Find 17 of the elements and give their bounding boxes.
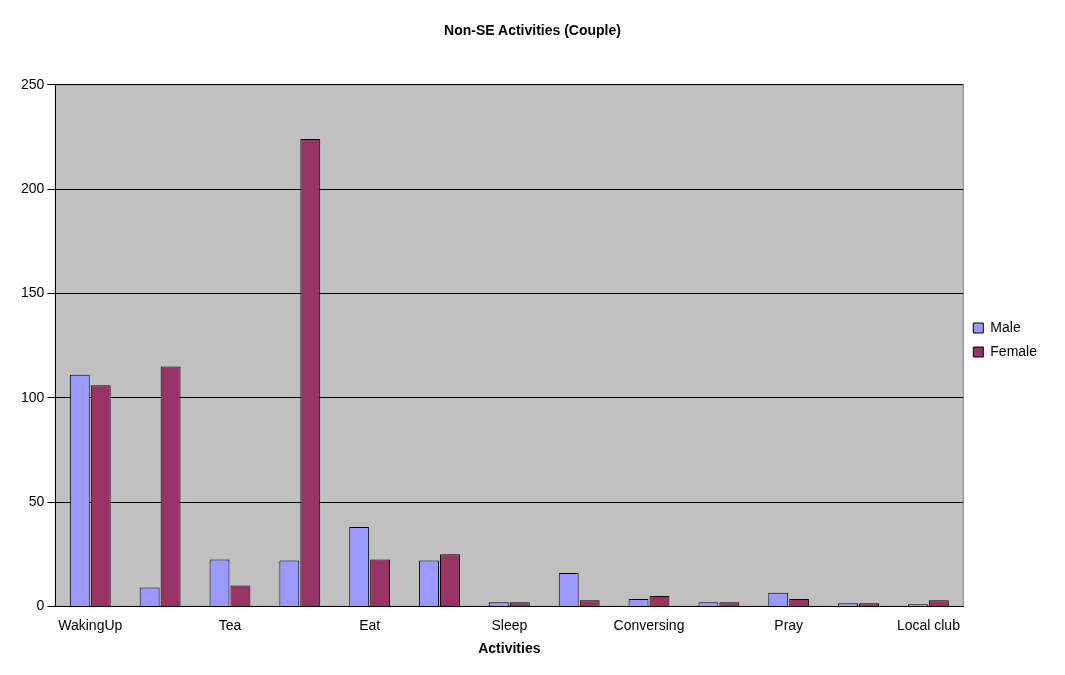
y-tick-label: 150 — [21, 284, 45, 301]
legend-label: Male — [990, 318, 1021, 335]
y-tick-label: 200 — [21, 179, 45, 196]
y-tick-label: 50 — [28, 492, 45, 509]
x-tick-label: Sleep — [491, 616, 528, 633]
legend-label: Female — [990, 342, 1038, 359]
x-tick-label: Tea — [218, 616, 242, 633]
x-tick-label: Eat — [359, 616, 381, 633]
y-tick-label: 0 — [36, 597, 45, 614]
x-axis-title: Activities — [478, 640, 541, 657]
x-tick-label: Conversing — [613, 616, 685, 633]
x-tick-label: Local club — [896, 616, 961, 633]
chart-title: Non-SE Activities (Couple) — [444, 22, 621, 39]
y-tick-label: 250 — [21, 75, 45, 92]
x-tick-label: Pray — [774, 616, 804, 633]
x-tick-label: WakingUp — [58, 616, 123, 633]
y-tick-label: 100 — [21, 388, 45, 405]
